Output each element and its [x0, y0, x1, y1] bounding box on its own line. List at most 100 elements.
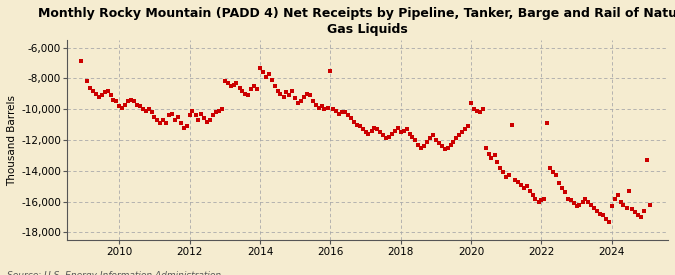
Point: [512, 179, 523, 184]
Point: [475, 110, 485, 114]
Point: [507, 122, 518, 127]
Point: [217, 107, 227, 111]
Point: [234, 86, 245, 90]
Point: [357, 127, 368, 131]
Point: [383, 135, 394, 139]
Point: [278, 95, 289, 99]
Title: Monthly Rocky Mountain (PADD 4) Net Receipts by Pipeline, Tanker, Barge and Rail: Monthly Rocky Mountain (PADD 4) Net Rece…: [38, 7, 675, 36]
Point: [591, 209, 602, 213]
Point: [595, 212, 605, 216]
Point: [610, 196, 620, 201]
Point: [138, 107, 148, 111]
Point: [437, 144, 448, 148]
Point: [612, 193, 623, 198]
Point: [126, 98, 136, 102]
Point: [477, 107, 488, 111]
Point: [536, 198, 547, 202]
Point: [82, 79, 92, 84]
Point: [641, 158, 652, 162]
Point: [346, 116, 356, 121]
Point: [155, 121, 166, 125]
Point: [84, 86, 95, 90]
Point: [231, 81, 242, 85]
Point: [510, 178, 520, 182]
Point: [530, 196, 541, 201]
Point: [600, 216, 611, 221]
Point: [565, 198, 576, 202]
Point: [392, 125, 403, 130]
Point: [164, 113, 175, 117]
Point: [213, 109, 224, 113]
Point: [354, 124, 365, 128]
Point: [199, 116, 210, 121]
Point: [173, 115, 184, 119]
Point: [442, 145, 453, 150]
Point: [261, 75, 271, 79]
Point: [439, 147, 450, 152]
Point: [182, 124, 192, 128]
Point: [498, 170, 509, 175]
Point: [313, 105, 324, 110]
Point: [269, 84, 280, 88]
Point: [378, 133, 389, 138]
Point: [387, 132, 398, 136]
Point: [636, 215, 647, 219]
Point: [416, 145, 427, 150]
Point: [492, 159, 503, 164]
Point: [521, 184, 532, 188]
Point: [489, 153, 500, 158]
Point: [263, 72, 274, 76]
Point: [167, 112, 178, 116]
Point: [431, 138, 441, 142]
Point: [146, 110, 157, 114]
Point: [504, 173, 514, 178]
Point: [257, 70, 268, 75]
Point: [184, 113, 195, 117]
Point: [446, 142, 456, 147]
Point: [615, 199, 626, 204]
Point: [287, 89, 298, 93]
Point: [433, 141, 444, 145]
Point: [404, 132, 415, 136]
Point: [375, 130, 385, 134]
Point: [202, 119, 213, 124]
Point: [169, 118, 180, 122]
Point: [589, 206, 599, 210]
Point: [178, 125, 189, 130]
Point: [140, 109, 151, 113]
Point: [248, 84, 259, 88]
Point: [176, 121, 186, 125]
Point: [451, 136, 462, 141]
Point: [158, 118, 169, 122]
Point: [228, 82, 239, 87]
Point: [574, 202, 585, 207]
Point: [322, 105, 333, 110]
Point: [597, 213, 608, 218]
Point: [501, 175, 512, 179]
Point: [472, 109, 483, 113]
Point: [208, 113, 219, 117]
Point: [624, 189, 634, 193]
Point: [621, 206, 632, 210]
Point: [266, 78, 277, 82]
Point: [606, 204, 617, 208]
Point: [281, 90, 292, 94]
Point: [413, 142, 424, 147]
Point: [562, 196, 573, 201]
Point: [518, 186, 529, 190]
Point: [603, 219, 614, 224]
Point: [577, 199, 588, 204]
Point: [240, 92, 250, 96]
Point: [296, 99, 306, 104]
Point: [120, 102, 131, 107]
Point: [129, 99, 140, 104]
Point: [586, 202, 597, 207]
Point: [108, 98, 119, 102]
Point: [340, 110, 350, 114]
Point: [237, 89, 248, 93]
Point: [88, 89, 99, 93]
Point: [627, 207, 638, 211]
Point: [222, 81, 233, 85]
Y-axis label: Thousand Barrels: Thousand Barrels: [7, 95, 17, 186]
Point: [366, 128, 377, 133]
